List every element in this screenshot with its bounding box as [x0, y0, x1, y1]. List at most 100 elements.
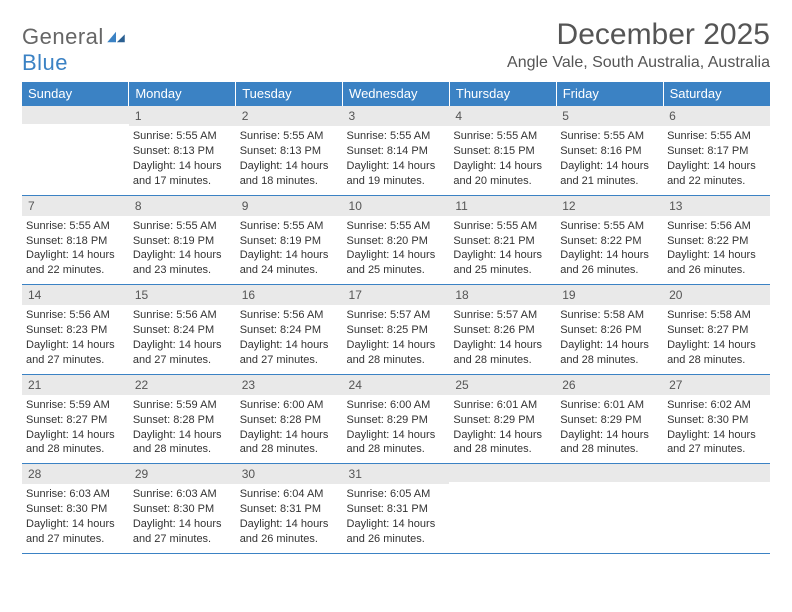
day-number: 19	[556, 285, 663, 305]
day-number: 3	[343, 106, 450, 126]
daylight-text: Daylight: 14 hours and 27 minutes.	[26, 517, 125, 547]
day-cell: 12Sunrise: 5:55 AMSunset: 8:22 PMDayligh…	[556, 195, 663, 285]
day-cell: 1Sunrise: 5:55 AMSunset: 8:13 PMDaylight…	[129, 106, 236, 196]
day-cell: 26Sunrise: 6:01 AMSunset: 8:29 PMDayligh…	[556, 374, 663, 464]
daylight-text: Daylight: 14 hours and 26 minutes.	[560, 248, 659, 278]
day-number: 1	[129, 106, 236, 126]
daylight-text: Daylight: 14 hours and 19 minutes.	[347, 159, 446, 189]
daylight-text: Daylight: 14 hours and 20 minutes.	[453, 159, 552, 189]
col-tuesday: Tuesday	[236, 82, 343, 106]
day-number: 17	[343, 285, 450, 305]
day-cell: 21Sunrise: 5:59 AMSunset: 8:27 PMDayligh…	[22, 374, 129, 464]
day-cell: 15Sunrise: 5:56 AMSunset: 8:24 PMDayligh…	[129, 285, 236, 375]
day-number: 31	[343, 464, 450, 484]
sunrise-text: Sunrise: 5:59 AM	[26, 398, 125, 413]
sunset-text: Sunset: 8:15 PM	[453, 144, 552, 159]
day-cell: 22Sunrise: 5:59 AMSunset: 8:28 PMDayligh…	[129, 374, 236, 464]
sunrise-text: Sunrise: 5:55 AM	[347, 219, 446, 234]
week-row: 1Sunrise: 5:55 AMSunset: 8:13 PMDaylight…	[22, 106, 770, 196]
day-number	[663, 464, 770, 482]
sunrise-text: Sunrise: 6:04 AM	[240, 487, 339, 502]
week-row: 14Sunrise: 5:56 AMSunset: 8:23 PMDayligh…	[22, 285, 770, 375]
daylight-text: Daylight: 14 hours and 17 minutes.	[133, 159, 232, 189]
sunset-text: Sunset: 8:14 PM	[347, 144, 446, 159]
sunrise-text: Sunrise: 6:03 AM	[26, 487, 125, 502]
sunset-text: Sunset: 8:24 PM	[133, 323, 232, 338]
sunrise-text: Sunrise: 5:56 AM	[26, 308, 125, 323]
day-number	[22, 106, 129, 124]
header: GeneralBlue December 2025 Angle Vale, So…	[22, 18, 770, 76]
sunrise-text: Sunrise: 5:55 AM	[453, 219, 552, 234]
sunset-text: Sunset: 8:29 PM	[453, 413, 552, 428]
sunset-text: Sunset: 8:27 PM	[26, 413, 125, 428]
day-number	[556, 464, 663, 482]
logo-text: GeneralBlue	[22, 24, 127, 76]
sunrise-text: Sunrise: 5:55 AM	[453, 129, 552, 144]
daylight-text: Daylight: 14 hours and 27 minutes.	[133, 517, 232, 547]
day-cell: 11 Sunrise: 5:55 AMSunset: 8:21 PMDayligh…	[449, 195, 556, 285]
sunset-text: Sunset: 8:22 PM	[667, 234, 766, 249]
logo-word-general: General	[22, 24, 104, 49]
day-number: 5	[556, 106, 663, 126]
day-number: 25	[449, 375, 556, 395]
day-cell: 17Sunrise: 5:57 AMSunset: 8:25 PMDayligh…	[343, 285, 450, 375]
sunset-text: Sunset: 8:30 PM	[133, 502, 232, 517]
day-cell: 31 Sunrise: 6:05 AMSunset: 8:31 PMDayligh…	[343, 464, 450, 554]
sunset-text: Sunset: 8:25 PM	[347, 323, 446, 338]
col-monday: Monday	[129, 82, 236, 106]
day-number: 30	[236, 464, 343, 484]
day-number: 27	[663, 375, 770, 395]
daylight-text: Daylight: 14 hours and 27 minutes.	[133, 338, 232, 368]
col-sunday: Sunday	[22, 82, 129, 106]
day-number: 10	[343, 196, 450, 216]
day-number: 11	[449, 196, 556, 216]
sunrise-text: Sunrise: 5:55 AM	[133, 219, 232, 234]
daylight-text: Daylight: 14 hours and 25 minutes.	[453, 248, 552, 278]
day-cell: 6Sunrise: 5:55 AMSunset: 8:17 PMDaylight…	[663, 106, 770, 196]
daylight-text: Daylight: 14 hours and 26 minutes.	[347, 517, 446, 547]
day-number: 24	[343, 375, 450, 395]
daylight-text: Daylight: 14 hours and 24 minutes.	[240, 248, 339, 278]
day-cell: 2Sunrise: 5:55 AMSunset: 8:13 PMDaylight…	[236, 106, 343, 196]
sunset-text: Sunset: 8:28 PM	[133, 413, 232, 428]
location: Angle Vale, South Australia, Australia	[507, 54, 770, 72]
daylight-text: Daylight: 14 hours and 22 minutes.	[26, 248, 125, 278]
sunrise-text: Sunrise: 6:03 AM	[133, 487, 232, 502]
sunrise-text: Sunrise: 5:55 AM	[133, 129, 232, 144]
day-number: 18	[449, 285, 556, 305]
daylight-text: Daylight: 14 hours and 28 minutes.	[240, 428, 339, 458]
day-number: 14	[22, 285, 129, 305]
sunset-text: Sunset: 8:27 PM	[667, 323, 766, 338]
day-number: 13	[663, 196, 770, 216]
sunrise-text: Sunrise: 5:55 AM	[560, 129, 659, 144]
sunrise-text: Sunrise: 6:00 AM	[347, 398, 446, 413]
day-number: 28	[22, 464, 129, 484]
day-cell: 10Sunrise: 5:55 AMSunset: 8:20 PMDayligh…	[343, 195, 450, 285]
sunset-text: Sunset: 8:31 PM	[240, 502, 339, 517]
sunset-text: Sunset: 8:31 PM	[347, 502, 446, 517]
daylight-text: Daylight: 14 hours and 28 minutes.	[560, 338, 659, 368]
daylight-text: Daylight: 14 hours and 18 minutes.	[240, 159, 339, 189]
day-number: 23	[236, 375, 343, 395]
sunset-text: Sunset: 8:30 PM	[26, 502, 125, 517]
daylight-text: Daylight: 14 hours and 28 minutes.	[133, 428, 232, 458]
day-cell: 19Sunrise: 5:58 AMSunset: 8:26 PMDayligh…	[556, 285, 663, 375]
daylight-text: Daylight: 14 hours and 25 minutes.	[347, 248, 446, 278]
sunset-text: Sunset: 8:24 PM	[240, 323, 339, 338]
day-cell: 5Sunrise: 5:55 AMSunset: 8:16 PMDaylight…	[556, 106, 663, 196]
calendar-table: Sunday Monday Tuesday Wednesday Thursday…	[22, 82, 770, 554]
day-cell: 18Sunrise: 5:57 AMSunset: 8:26 PMDayligh…	[449, 285, 556, 375]
sunrise-text: Sunrise: 5:57 AM	[453, 308, 552, 323]
day-cell: 27Sunrise: 6:02 AMSunset: 8:30 PMDayligh…	[663, 374, 770, 464]
sunset-text: Sunset: 8:17 PM	[667, 144, 766, 159]
day-number: 4	[449, 106, 556, 126]
sunset-text: Sunset: 8:19 PM	[133, 234, 232, 249]
sunset-text: Sunset: 8:21 PM	[453, 234, 552, 249]
sunrise-text: Sunrise: 5:56 AM	[240, 308, 339, 323]
daylight-text: Daylight: 14 hours and 28 minutes.	[667, 338, 766, 368]
sunrise-text: Sunrise: 6:00 AM	[240, 398, 339, 413]
sunset-text: Sunset: 8:29 PM	[560, 413, 659, 428]
sunrise-text: Sunrise: 6:05 AM	[347, 487, 446, 502]
col-friday: Friday	[556, 82, 663, 106]
col-saturday: Saturday	[663, 82, 770, 106]
